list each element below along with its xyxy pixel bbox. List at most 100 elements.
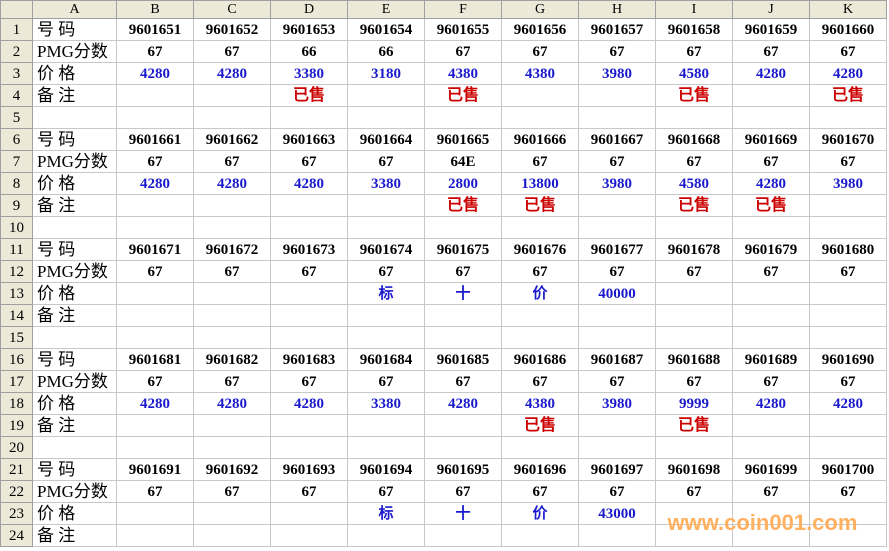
cell-F24[interactable] xyxy=(424,524,502,547)
cell-F9[interactable]: 已售 xyxy=(424,194,502,217)
row-header[interactable]: 24 xyxy=(0,524,33,547)
cell-F22[interactable]: 67 xyxy=(424,480,502,503)
cell-G11[interactable]: 9601676 xyxy=(501,238,579,261)
cell-B23[interactable] xyxy=(116,502,194,525)
cell-I7[interactable]: 67 xyxy=(655,150,733,173)
cell-J21[interactable]: 9601699 xyxy=(732,458,810,481)
cell-G6[interactable]: 9601666 xyxy=(501,128,579,151)
cell-G13[interactable]: 价 xyxy=(501,282,579,305)
cell-I8[interactable]: 4580 xyxy=(655,172,733,195)
cell-I6[interactable]: 9601668 xyxy=(655,128,733,151)
cell-E14[interactable] xyxy=(347,304,425,327)
cell-E11[interactable]: 9601674 xyxy=(347,238,425,261)
cell-D3[interactable]: 3380 xyxy=(270,62,348,85)
cell-E23[interactable]: 标 xyxy=(347,502,425,525)
cell-I2[interactable]: 67 xyxy=(655,40,733,63)
cell-J10[interactable] xyxy=(732,216,810,239)
cell-K17[interactable]: 67 xyxy=(809,370,887,393)
cell-G12[interactable]: 67 xyxy=(501,260,579,283)
cell-D18[interactable]: 4280 xyxy=(270,392,348,415)
cell-I11[interactable]: 9601678 xyxy=(655,238,733,261)
cell-G5[interactable] xyxy=(501,106,579,129)
cell-I22[interactable]: 67 xyxy=(655,480,733,503)
cell-K13[interactable] xyxy=(809,282,887,305)
column-header-G[interactable]: G xyxy=(501,0,579,19)
cell-C16[interactable]: 9601682 xyxy=(193,348,271,371)
cell-J13[interactable] xyxy=(732,282,810,305)
cell-D2[interactable]: 66 xyxy=(270,40,348,63)
cell-I12[interactable]: 67 xyxy=(655,260,733,283)
cell-J14[interactable] xyxy=(732,304,810,327)
row-header[interactable]: 18 xyxy=(0,392,33,415)
cell-I3[interactable]: 4580 xyxy=(655,62,733,85)
cell-C19[interactable] xyxy=(193,414,271,437)
row-header[interactable]: 22 xyxy=(0,480,33,503)
cell-G24[interactable] xyxy=(501,524,579,547)
row-label-cell[interactable]: 价 格 xyxy=(32,62,117,85)
row-header[interactable]: 16 xyxy=(0,348,33,371)
row-header[interactable]: 4 xyxy=(0,84,33,107)
cell-D4[interactable]: 已售 xyxy=(270,84,348,107)
row-label-cell[interactable]: PMG分数 xyxy=(32,40,117,63)
row-label-cell[interactable]: 号 码 xyxy=(32,348,117,371)
cell-G20[interactable] xyxy=(501,436,579,459)
cell-E20[interactable] xyxy=(347,436,425,459)
cell-I18[interactable]: 9999 xyxy=(655,392,733,415)
cell-E9[interactable] xyxy=(347,194,425,217)
row-label-cell[interactable]: PMG分数 xyxy=(32,480,117,503)
cell-D9[interactable] xyxy=(270,194,348,217)
cell-G23[interactable]: 价 xyxy=(501,502,579,525)
cell-B20[interactable] xyxy=(116,436,194,459)
row-label-cell[interactable]: 号 码 xyxy=(32,458,117,481)
cell-E19[interactable] xyxy=(347,414,425,437)
cell-F18[interactable]: 4280 xyxy=(424,392,502,415)
cell-G14[interactable] xyxy=(501,304,579,327)
cell-B1[interactable]: 9601651 xyxy=(116,18,194,41)
cell-K10[interactable] xyxy=(809,216,887,239)
cell-E17[interactable]: 67 xyxy=(347,370,425,393)
cell-B12[interactable]: 67 xyxy=(116,260,194,283)
cell-I14[interactable] xyxy=(655,304,733,327)
cell-B22[interactable]: 67 xyxy=(116,480,194,503)
cell-B11[interactable]: 9601671 xyxy=(116,238,194,261)
cell-I23[interactable] xyxy=(655,502,733,525)
cell-J18[interactable]: 4280 xyxy=(732,392,810,415)
cell-F11[interactable]: 9601675 xyxy=(424,238,502,261)
column-header-F[interactable]: F xyxy=(424,0,502,19)
row-header[interactable]: 9 xyxy=(0,194,33,217)
cell-K23[interactable] xyxy=(809,502,887,525)
cell-B3[interactable]: 4280 xyxy=(116,62,194,85)
cell-I5[interactable] xyxy=(655,106,733,129)
cell-C18[interactable]: 4280 xyxy=(193,392,271,415)
cell-J9[interactable]: 已售 xyxy=(732,194,810,217)
cell-G8[interactable]: 13800 xyxy=(501,172,579,195)
cell-K7[interactable]: 67 xyxy=(809,150,887,173)
cell-K9[interactable] xyxy=(809,194,887,217)
cell-J17[interactable]: 67 xyxy=(732,370,810,393)
row-label-cell[interactable] xyxy=(32,326,117,349)
cell-H20[interactable] xyxy=(578,436,656,459)
row-label-cell[interactable]: 价 格 xyxy=(32,502,117,525)
cell-E6[interactable]: 9601664 xyxy=(347,128,425,151)
cell-K14[interactable] xyxy=(809,304,887,327)
row-label-cell[interactable] xyxy=(32,216,117,239)
cell-F5[interactable] xyxy=(424,106,502,129)
select-all-corner[interactable] xyxy=(0,0,33,19)
cell-C15[interactable] xyxy=(193,326,271,349)
cell-E15[interactable] xyxy=(347,326,425,349)
cell-E4[interactable] xyxy=(347,84,425,107)
row-label-cell[interactable]: 备 注 xyxy=(32,84,117,107)
cell-J15[interactable] xyxy=(732,326,810,349)
cell-H16[interactable]: 9601687 xyxy=(578,348,656,371)
cell-C1[interactable]: 9601652 xyxy=(193,18,271,41)
cell-C10[interactable] xyxy=(193,216,271,239)
cell-F3[interactable]: 4380 xyxy=(424,62,502,85)
row-header[interactable]: 20 xyxy=(0,436,33,459)
cell-E22[interactable]: 67 xyxy=(347,480,425,503)
cell-J22[interactable]: 67 xyxy=(732,480,810,503)
cell-E5[interactable] xyxy=(347,106,425,129)
cell-H5[interactable] xyxy=(578,106,656,129)
cell-D23[interactable] xyxy=(270,502,348,525)
cell-I17[interactable]: 67 xyxy=(655,370,733,393)
cell-C7[interactable]: 67 xyxy=(193,150,271,173)
